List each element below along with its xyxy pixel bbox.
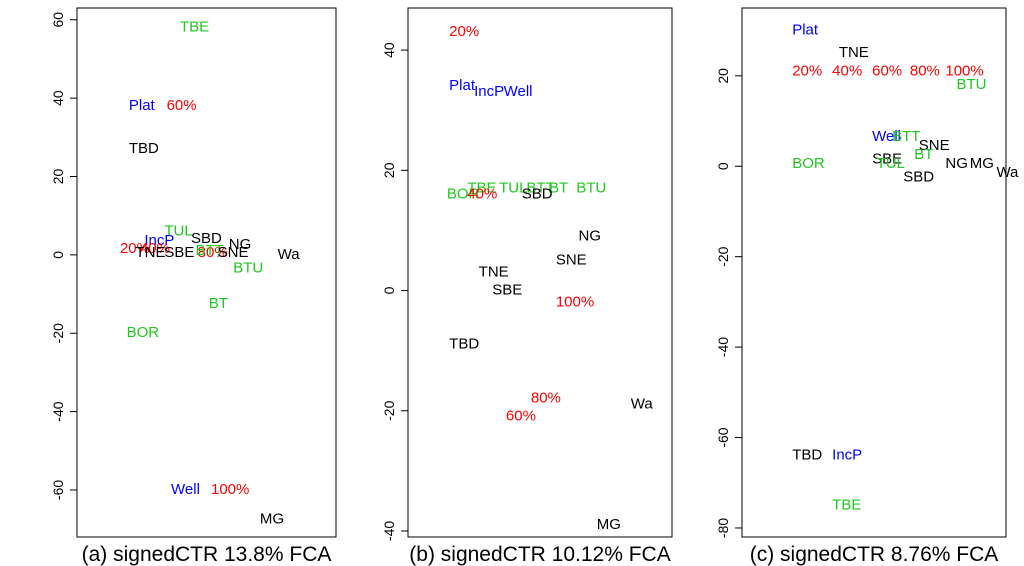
point-label: BOR [127,324,160,341]
point-label: BTT [892,128,920,145]
point-label: MG [970,155,994,172]
point-label: 100% [945,62,983,79]
y-tick-label: 20 [715,68,731,84]
point-label: BT [549,179,568,196]
y-tick-label: 0 [715,162,731,170]
point-label: 40% [140,240,170,257]
point-label: 80% [910,62,940,79]
point-label: BTT [526,179,554,196]
point-label: BT [914,146,933,163]
panel-caption: (b) signedCTR 10.12% FCA [409,543,670,566]
point-label: TUL [164,222,192,239]
point-label: IncP [144,232,174,249]
point-label: 100% [211,481,249,498]
point-label: 60% [506,408,536,425]
point-label: SBD [903,169,934,186]
point-label: Well [872,128,901,145]
y-tick-label: -60 [715,427,731,447]
point-label: Well [171,481,200,498]
y-tick-label: 20 [50,168,66,184]
y-tick-label: -20 [715,246,731,266]
point-label: Wa [996,164,1019,181]
y-tick-label: -40 [50,401,66,421]
point-label: SBE [492,282,522,299]
point-label: BTT [195,242,223,259]
point-label: 80% [531,390,561,407]
point-label: NG [945,155,968,172]
plot-frame [741,7,1007,538]
y-tick-label: -80 [715,518,731,538]
point-label: 20% [120,240,150,257]
y-tick-label: 40 [381,42,397,58]
point-label: NG [579,227,602,244]
point-label: 100% [556,294,594,311]
y-tick-label: -60 [50,480,66,500]
point-label: BTU [576,179,606,196]
point-label: SBE [872,150,902,167]
point-label: TNE [479,263,509,280]
point-label: BTU [956,76,986,93]
point-label: 60% [872,62,902,79]
point-label: 20% [449,23,479,40]
point-label: TBD [792,447,822,464]
point-label: SBE [164,244,194,261]
point-label: Plat [449,77,476,94]
plot-frame [76,7,337,538]
point-label: 60% [167,97,197,114]
y-tick-label: -20 [50,323,66,343]
point-label: Plat [129,97,156,114]
y-tick-label: -20 [381,400,397,420]
point-label: Wa [631,396,654,413]
point-label: NG [229,236,252,253]
y-tick-label: 0 [50,251,66,259]
point-label: Plat [792,22,819,39]
point-label: MG [597,516,621,533]
point-label: TNE [136,244,166,261]
point-label: BOR [447,185,480,202]
panel-caption: (a) signedCTR 13.8% FCA [82,543,332,566]
point-label: TNE [839,44,869,61]
point-label: MG [260,510,284,527]
point-label: 40% [467,185,497,202]
point-label: TBE [180,19,209,36]
point-label: SNE [556,251,587,268]
plot-frame [407,7,673,538]
point-label: BT [209,295,228,312]
y-tick-label: -40 [381,521,397,541]
point-label: SNE [919,137,950,154]
point-label: IncP [832,447,862,464]
point-label: SBD [191,230,222,247]
point-label: TBD [129,140,159,157]
point-label: TUL [877,155,905,172]
point-label: SNE [218,244,249,261]
y-tick-label: -40 [715,337,731,357]
point-label: TUL [499,179,527,196]
y-tick-label: 20 [381,162,397,178]
panel-caption: (c) signedCTR 8.76% FCA [750,543,999,566]
point-label: TBD [449,336,479,353]
y-tick-label: 40 [50,90,66,106]
point-label: Well [504,83,533,100]
point-label: Wa [278,246,301,263]
y-tick-label: 0 [381,286,397,294]
point-label: 80% [198,244,228,261]
point-label: IncP [474,83,504,100]
point-label: 20% [792,62,822,79]
point-label: 40% [832,62,862,79]
point-label: BTU [233,260,263,277]
point-label: BOR [792,155,825,172]
point-label: TBE [832,496,861,513]
point-label: SBD [522,185,553,202]
y-tick-label: 60 [50,12,66,28]
point-label: TBE [467,179,496,196]
